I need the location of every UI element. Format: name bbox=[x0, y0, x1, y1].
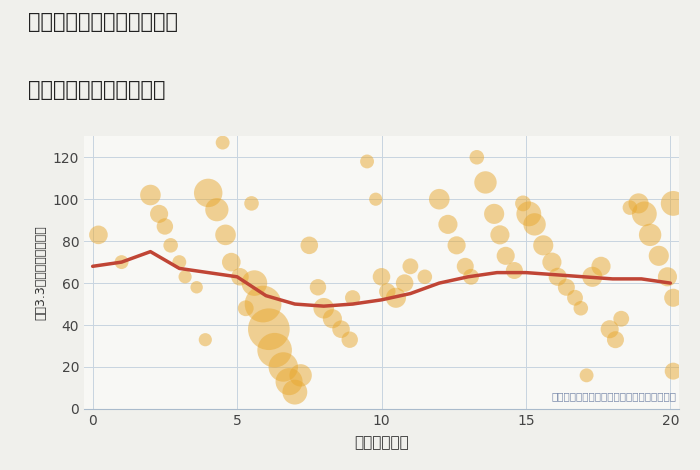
Point bbox=[494, 231, 505, 239]
Point bbox=[624, 204, 636, 212]
Point bbox=[295, 372, 306, 379]
Point bbox=[546, 258, 557, 266]
Text: 円の大きさは、取引のあった物件面積を示す: 円の大きさは、取引のあった物件面積を示す bbox=[551, 391, 676, 401]
Point bbox=[248, 279, 260, 287]
Point bbox=[153, 210, 164, 218]
Point bbox=[344, 336, 356, 344]
Point bbox=[581, 372, 592, 379]
Point bbox=[347, 294, 358, 302]
Point bbox=[179, 273, 190, 281]
Point bbox=[220, 231, 231, 239]
Point bbox=[668, 294, 679, 302]
Point bbox=[662, 273, 673, 281]
Point bbox=[509, 267, 520, 274]
Point bbox=[500, 252, 511, 259]
Point bbox=[361, 158, 372, 165]
Point bbox=[668, 200, 679, 207]
Point bbox=[217, 139, 228, 146]
Point bbox=[278, 363, 289, 371]
Point bbox=[419, 273, 430, 281]
Point bbox=[335, 325, 346, 333]
Point bbox=[289, 388, 300, 396]
Point bbox=[382, 288, 393, 295]
X-axis label: 駅距離（分）: 駅距離（分） bbox=[354, 435, 409, 450]
Point bbox=[523, 210, 534, 218]
Point bbox=[517, 200, 528, 207]
Point bbox=[225, 258, 237, 266]
Y-axis label: 坪（3.3㎡）単価（万円）: 坪（3.3㎡）単価（万円） bbox=[34, 225, 47, 320]
Point bbox=[466, 273, 477, 281]
Point bbox=[199, 336, 211, 344]
Point bbox=[93, 231, 104, 239]
Point bbox=[391, 294, 402, 302]
Text: 駅距離別中古戸建て価格: 駅距離別中古戸建て価格 bbox=[28, 80, 165, 100]
Point bbox=[165, 242, 176, 249]
Point bbox=[160, 223, 171, 230]
Point bbox=[604, 325, 615, 333]
Point bbox=[596, 263, 607, 270]
Point bbox=[569, 294, 580, 302]
Point bbox=[284, 378, 295, 385]
Point bbox=[246, 200, 257, 207]
Point bbox=[668, 368, 679, 375]
Point bbox=[145, 191, 156, 199]
Point bbox=[174, 258, 185, 266]
Point bbox=[645, 231, 656, 239]
Point bbox=[269, 346, 280, 354]
Point bbox=[552, 273, 564, 281]
Point bbox=[234, 273, 246, 281]
Point bbox=[442, 220, 454, 228]
Point bbox=[327, 315, 338, 322]
Point bbox=[610, 336, 621, 344]
Point bbox=[587, 273, 598, 281]
Point bbox=[258, 300, 269, 308]
Point bbox=[451, 242, 462, 249]
Point bbox=[399, 279, 410, 287]
Point bbox=[211, 206, 223, 213]
Point bbox=[434, 196, 445, 203]
Point bbox=[561, 283, 572, 291]
Point bbox=[116, 258, 127, 266]
Point bbox=[318, 305, 329, 312]
Point bbox=[529, 220, 540, 228]
Point bbox=[575, 305, 587, 312]
Point bbox=[312, 283, 323, 291]
Point bbox=[615, 315, 626, 322]
Point bbox=[538, 242, 549, 249]
Point bbox=[633, 200, 644, 207]
Point bbox=[460, 263, 471, 270]
Point bbox=[638, 210, 650, 218]
Point bbox=[405, 263, 416, 270]
Point bbox=[240, 305, 251, 312]
Point bbox=[191, 283, 202, 291]
Point bbox=[471, 154, 482, 161]
Point bbox=[263, 325, 274, 333]
Point bbox=[304, 242, 315, 249]
Point bbox=[376, 273, 387, 281]
Text: 兵庫県姫路市網干区興浜の: 兵庫県姫路市網干区興浜の bbox=[28, 12, 178, 32]
Point bbox=[370, 196, 382, 203]
Point bbox=[653, 252, 664, 259]
Point bbox=[202, 189, 214, 196]
Point bbox=[489, 210, 500, 218]
Point bbox=[480, 179, 491, 186]
